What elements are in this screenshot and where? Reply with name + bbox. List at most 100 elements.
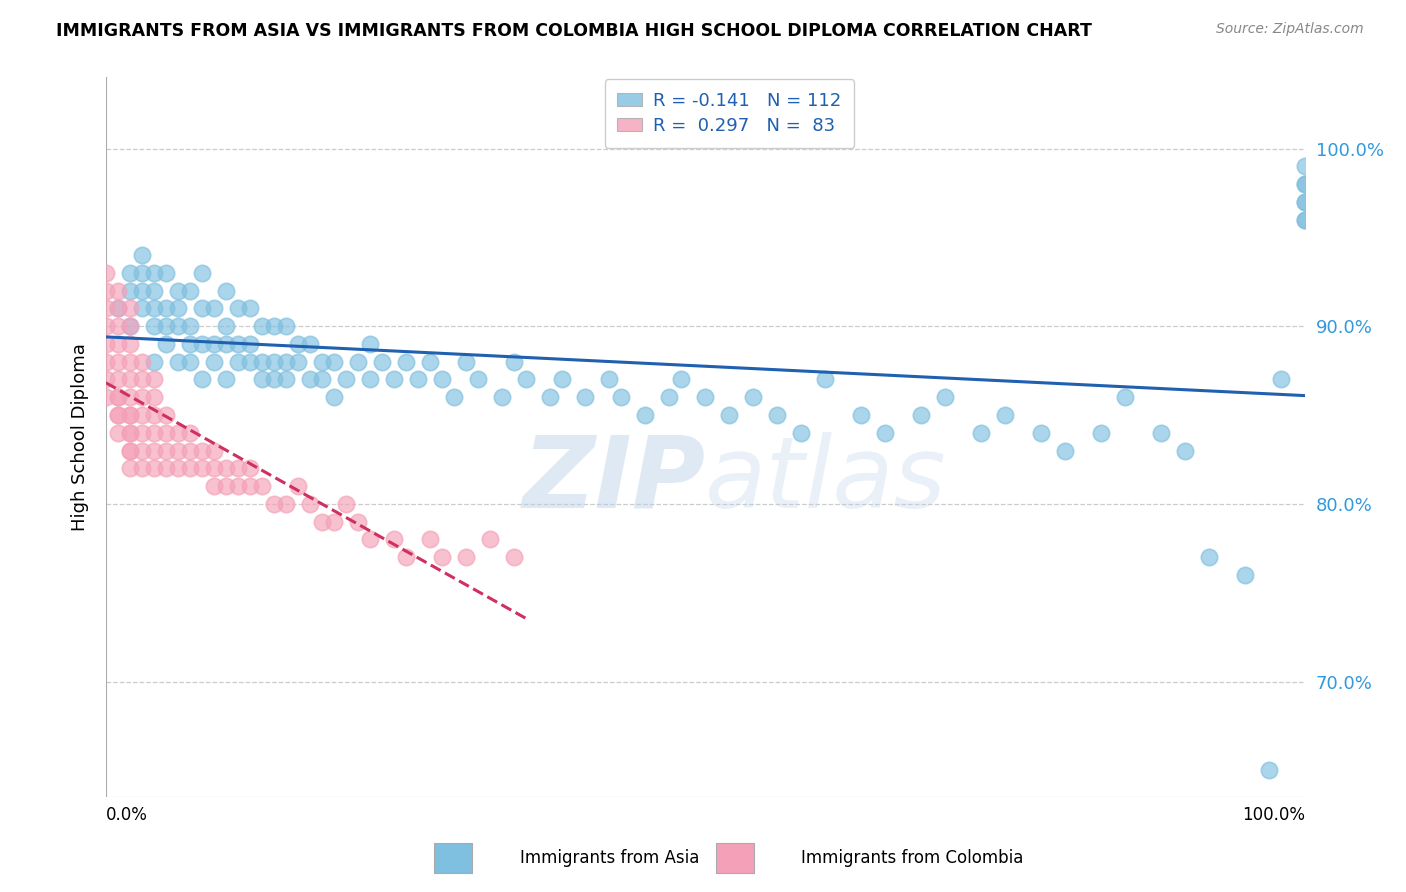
Point [118,355,141,369]
Point [1270,372,1292,386]
Point [322,390,344,404]
Point [239,461,262,475]
Text: IMMIGRANTS FROM ASIA VS IMMIGRANTS FROM COLOMBIA HIGH SCHOOL DIPLOMA CORRELATION: IMMIGRANTS FROM ASIA VS IMMIGRANTS FROM … [56,22,1092,40]
Point [191,461,214,475]
Point [322,515,344,529]
Point [202,355,225,369]
Point [359,337,381,351]
Point [155,461,177,475]
Point [359,533,381,547]
Point [142,461,165,475]
Point [107,301,129,316]
Point [155,266,177,280]
Point [1294,194,1316,209]
Point [395,355,418,369]
Point [1029,425,1052,440]
Point [311,515,333,529]
Point [515,372,537,386]
Point [395,550,418,565]
Text: ZIP: ZIP [523,432,706,529]
Point [335,372,357,386]
Point [142,372,165,386]
Point [118,390,141,404]
Point [215,337,238,351]
Point [94,284,117,298]
Point [94,337,117,351]
Point [274,319,297,334]
Point [382,533,405,547]
Point [166,461,188,475]
Point [142,443,165,458]
Point [166,443,188,458]
Point [118,319,141,334]
Text: atlas: atlas [706,432,948,529]
Point [1233,568,1256,582]
Point [107,355,129,369]
Point [1294,212,1316,227]
Point [250,479,273,493]
Point [359,372,381,386]
Point [718,408,741,422]
Point [142,301,165,316]
Point [1054,443,1077,458]
Point [118,408,141,422]
Point [851,408,873,422]
Point [226,337,249,351]
Point [118,372,141,386]
Text: Immigrants from Asia: Immigrants from Asia [520,849,700,867]
Point [1294,177,1316,191]
Point [179,461,201,475]
Point [118,319,141,334]
Point [94,319,117,334]
Point [1174,443,1197,458]
Point [311,372,333,386]
Point [131,372,153,386]
Legend: R = -0.141   N = 112, R =  0.297   N =  83: R = -0.141 N = 112, R = 0.297 N = 83 [605,79,855,148]
Point [215,479,238,493]
Point [179,337,201,351]
Point [166,284,188,298]
Point [131,461,153,475]
Point [179,284,201,298]
Point [239,301,262,316]
Point [118,425,141,440]
Point [298,497,321,511]
Point [346,355,368,369]
Point [202,301,225,316]
Point [131,301,153,316]
Point [346,515,368,529]
Point [166,355,188,369]
Point [419,355,441,369]
Point [467,372,489,386]
Point [179,319,201,334]
Point [287,337,309,351]
Point [155,319,177,334]
Point [191,372,214,386]
Point [179,443,201,458]
Point [478,533,501,547]
Point [263,355,285,369]
Point [202,479,225,493]
Point [155,408,177,422]
Point [263,372,285,386]
Point [790,425,813,440]
Point [502,355,524,369]
Point [155,425,177,440]
Point [742,390,765,404]
Point [766,408,789,422]
Point [502,550,524,565]
Point [226,479,249,493]
Point [118,443,141,458]
Point [1294,194,1316,209]
Point [94,266,117,280]
Point [155,443,177,458]
Point [118,301,141,316]
Point [131,425,153,440]
Point [239,479,262,493]
Point [94,372,117,386]
Point [118,443,141,458]
Point [598,372,620,386]
Point [250,355,273,369]
Point [239,337,262,351]
Point [695,390,717,404]
